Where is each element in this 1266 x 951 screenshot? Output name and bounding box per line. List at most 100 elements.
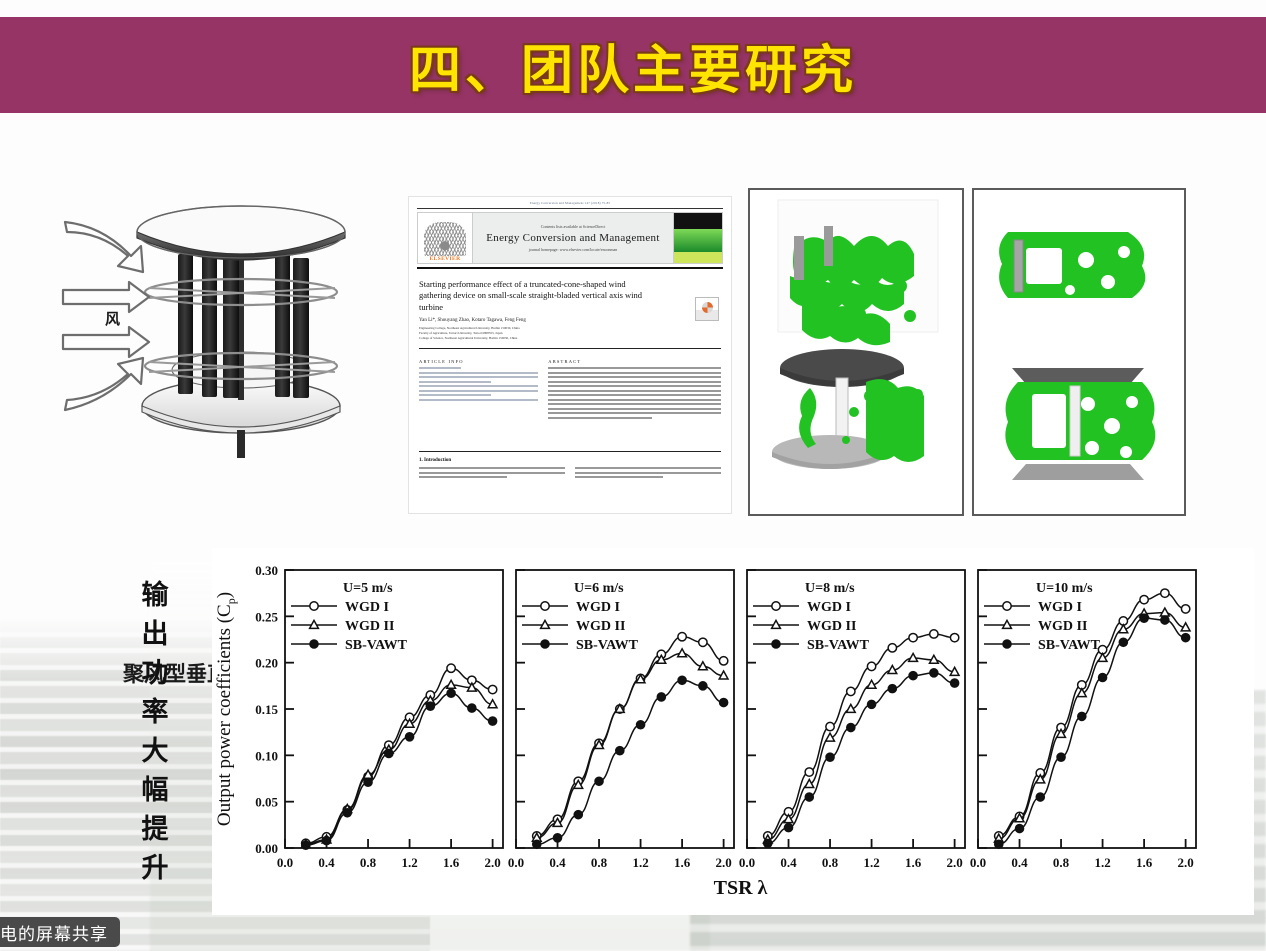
legend-label: WGD I xyxy=(576,600,620,615)
legend-marker xyxy=(771,639,781,649)
data-point xyxy=(948,665,961,677)
data-point xyxy=(572,778,584,790)
x-tick-label: 0.0 xyxy=(970,855,986,870)
data-point xyxy=(487,684,498,695)
x-tick-label: 0.8 xyxy=(822,855,839,870)
data-point xyxy=(929,668,939,678)
data-point xyxy=(1139,594,1150,605)
data-point xyxy=(866,661,877,672)
legend-marker xyxy=(770,618,782,630)
chart-panel-3: 0.0 0.4 0.8 1.2 1.6 2.0 U=10 m/s WGD I WGD II SB-… xyxy=(970,569,1197,870)
data-point xyxy=(1076,687,1088,698)
series-line-sb-vawt xyxy=(767,672,955,845)
x-tick-label: 1.6 xyxy=(1136,855,1153,870)
cfd-vorticity-side-view xyxy=(748,188,964,516)
data-point xyxy=(825,721,835,732)
legend-marker xyxy=(308,618,320,630)
series-line-sb-vawt xyxy=(305,692,493,846)
vlabel-char-2: 功 xyxy=(141,658,169,689)
paper-affiliation-2: Faculty of Agriculture, Tottori Universi… xyxy=(419,331,503,336)
x-tick-label: 2.0 xyxy=(715,855,731,870)
y-axis-label: Output power coefficients (Cp) xyxy=(214,592,238,826)
journal-cover-image xyxy=(673,212,723,264)
data-point xyxy=(1179,621,1192,632)
vertical-axis-wind-turbine-icon: 风 xyxy=(61,205,346,458)
data-point xyxy=(551,816,564,828)
data-point xyxy=(804,767,815,777)
x-tick-label: 1.2 xyxy=(632,855,648,870)
y-tick-label: 0.20 xyxy=(255,656,278,671)
x-tick-label: 0.4 xyxy=(318,855,335,870)
data-point xyxy=(949,632,960,643)
vlabel-char-7: 升 xyxy=(141,853,169,884)
paper-columns: ARTICLE INFO ABSTRACT xyxy=(419,359,721,421)
data-point xyxy=(908,670,918,681)
legend-marker xyxy=(539,618,551,630)
output-power-coefficient-chart: Output power coefficients (Cp)0.000.050.… xyxy=(214,563,1197,899)
x-tick-label: 0.4 xyxy=(1011,855,1028,870)
legend-label: SB-VAWT xyxy=(576,638,639,653)
crossmark-icon xyxy=(695,297,719,321)
data-point xyxy=(1056,752,1066,762)
x-axis-label: TSR λ xyxy=(714,877,768,899)
paper-thumbnail: Energy Conversion and Management 147 (20… xyxy=(408,196,732,514)
data-point xyxy=(886,663,899,675)
data-point xyxy=(824,731,836,742)
data-point xyxy=(697,660,709,671)
paper-affiliation-1: Engineering College, Northeast Agricultu… xyxy=(419,326,520,331)
cfd-top-svg xyxy=(974,190,1180,510)
slide-title-banner: 四、团队主要研究 xyxy=(0,17,1266,113)
x-tick-label: 1.2 xyxy=(401,855,417,870)
data-point xyxy=(445,678,457,690)
data-point xyxy=(363,777,373,788)
series-line-wgd-i xyxy=(767,633,955,837)
legend-label: WGD II xyxy=(1038,619,1087,634)
journal-header: Contents lists available at ScienceDirec… xyxy=(473,212,673,264)
data-point xyxy=(1180,632,1191,643)
data-point xyxy=(594,776,604,787)
series-line-wgd-ii xyxy=(998,611,1186,840)
data-point xyxy=(614,702,626,714)
data-point xyxy=(718,697,729,708)
elsevier-tree-icon xyxy=(424,222,466,256)
legend-marker xyxy=(540,639,550,649)
legend-marker xyxy=(771,601,781,611)
vlabel-char-3: 率 xyxy=(141,697,169,728)
data-point xyxy=(466,681,478,692)
data-point xyxy=(1096,651,1109,663)
data-point xyxy=(300,840,311,851)
legend-label: WGD I xyxy=(807,600,851,615)
data-point xyxy=(949,678,960,688)
data-point xyxy=(1035,792,1046,802)
data-point xyxy=(404,732,415,742)
divider-thick xyxy=(417,267,723,269)
data-point xyxy=(1160,615,1170,625)
legend-label: WGD I xyxy=(1038,600,1082,615)
data-point xyxy=(1118,637,1129,648)
data-point xyxy=(1139,613,1149,623)
legend-marker xyxy=(1001,618,1013,630)
screen-share-label: 电的屏幕共享 xyxy=(0,924,108,945)
data-point xyxy=(698,681,708,691)
cfd-vorticity-top-view xyxy=(972,188,1186,516)
data-point xyxy=(825,752,835,762)
vlabel-char-6: 提 xyxy=(141,814,169,845)
chart-panel-1: 0.0 0.4 0.8 1.2 1.6 2.0 U=6 m/s WGD I WGD II SB-V… xyxy=(508,569,735,870)
data-point xyxy=(783,822,794,833)
data-point xyxy=(677,631,688,642)
legend-marker xyxy=(1002,639,1012,649)
data-point xyxy=(656,692,667,702)
x-tick-label: 0.0 xyxy=(508,855,524,870)
data-point xyxy=(573,809,584,820)
data-point xyxy=(1117,623,1130,634)
legend-label: WGD II xyxy=(807,619,856,634)
data-point xyxy=(907,651,919,663)
vertical-highlight-label: 输 出 功 率 大 幅 提 升 xyxy=(128,582,182,882)
vlabel-char-4: 大 xyxy=(141,736,169,767)
data-point xyxy=(677,675,687,686)
x-tick-label: 2.0 xyxy=(484,855,500,870)
x-tick-label: 0.8 xyxy=(591,855,608,870)
paper-section-heading: 1. Introduction xyxy=(419,458,452,464)
data-point xyxy=(865,678,878,690)
data-point xyxy=(717,669,730,680)
